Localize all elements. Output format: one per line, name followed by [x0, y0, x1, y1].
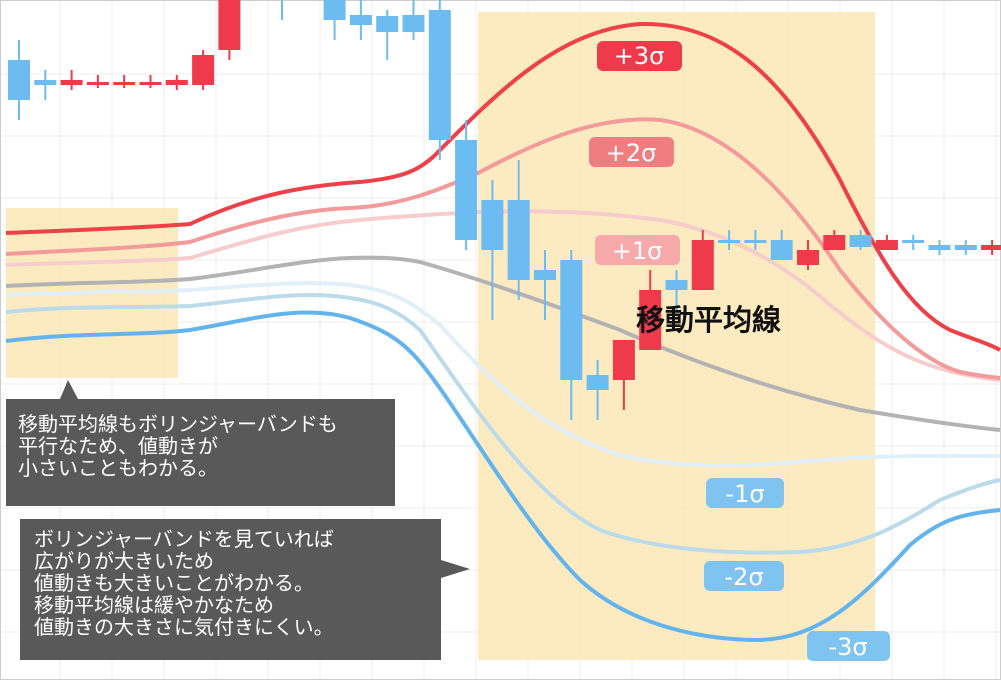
band-plus2	[5, 117, 1001, 380]
candle-body	[86, 82, 109, 85]
candle-body	[218, 0, 241, 50]
candle-body	[507, 200, 530, 280]
candle-body	[612, 340, 635, 380]
band-sma	[5, 255, 1001, 432]
candle-body	[718, 240, 741, 243]
candle-body	[902, 240, 925, 243]
band-minus3	[5, 310, 1001, 643]
note1-line-2: 平行なため、値動きが	[18, 434, 218, 458]
candle-body	[376, 16, 399, 32]
candles	[8, 0, 1001, 420]
candle-body	[8, 60, 30, 100]
candle-body	[113, 82, 136, 85]
label-sma: 移動平均線	[636, 303, 781, 337]
candle-body	[770, 240, 793, 260]
candle-body	[744, 240, 767, 243]
note2-line-2: 広がりが大きいため	[34, 549, 214, 573]
note2-line-4: 移動平均線は緩やかなため	[34, 593, 274, 617]
candle-body	[849, 235, 872, 247]
band-minus2	[5, 293, 1001, 555]
candle-body	[954, 245, 977, 250]
label-minus1: -1σ	[706, 478, 784, 508]
note1-line-3: 小さいこともわかる。	[18, 456, 218, 480]
candle-body	[428, 10, 451, 140]
callout-note-1: 移動平均線もボリンジャーバンドも 平行なため、値動きが 小さいこともわかる。	[6, 399, 395, 506]
note1-line-1: 移動平均線もボリンジャーバンドも	[18, 412, 338, 436]
candle-body	[875, 240, 898, 250]
callout-note-2: ボリンジャーバンドを見ていれば 広がりが大きいため 値動きも大きいことがわかる。…	[20, 519, 441, 660]
band-plus3	[5, 21, 1001, 352]
candle-body	[139, 82, 162, 85]
label-plus2-text: +2σ	[606, 139, 657, 167]
callout1-pointer	[60, 380, 78, 399]
candle-body	[560, 260, 583, 380]
candle-body	[165, 80, 188, 85]
candle-body	[797, 250, 819, 265]
label-minus2: -2σ	[704, 561, 784, 591]
candle-body	[691, 240, 714, 290]
label-minus1-text: -1σ	[725, 480, 764, 508]
candle-body	[639, 290, 662, 350]
label-minus3-text: -3σ	[828, 633, 867, 661]
candle-body	[349, 15, 372, 25]
candle-body	[981, 245, 1001, 250]
band-minus1	[5, 281, 1001, 468]
label-plus2: +2σ	[589, 137, 674, 167]
label-minus3: -3σ	[807, 631, 890, 661]
candle-body	[192, 55, 215, 85]
candle-body	[665, 280, 688, 290]
candle-body	[481, 200, 504, 250]
candle-body	[823, 235, 846, 250]
callout2-pointer	[441, 560, 470, 578]
label-plus1: +1σ	[595, 235, 680, 265]
candle-body	[34, 80, 57, 85]
label-plus3-text: +3σ	[614, 42, 665, 70]
candle-body	[455, 140, 478, 240]
candle-body	[928, 245, 951, 250]
note2-line-3: 値動きも大きいことがわかる。	[34, 571, 314, 595]
candle-body	[534, 270, 556, 280]
label-minus2-text: -2σ	[724, 563, 763, 591]
label-plus3: +3σ	[597, 41, 682, 71]
candle-body	[586, 375, 609, 390]
note2-line-5: 値動きの大きさに気付きにくい。	[34, 615, 334, 639]
candle-body	[60, 80, 83, 85]
note2-line-1: ボリンジャーバンドを見ていれば	[34, 527, 334, 551]
candle-body	[323, 0, 346, 20]
label-plus1-text: +1σ	[612, 237, 663, 265]
candle-body	[402, 15, 425, 32]
